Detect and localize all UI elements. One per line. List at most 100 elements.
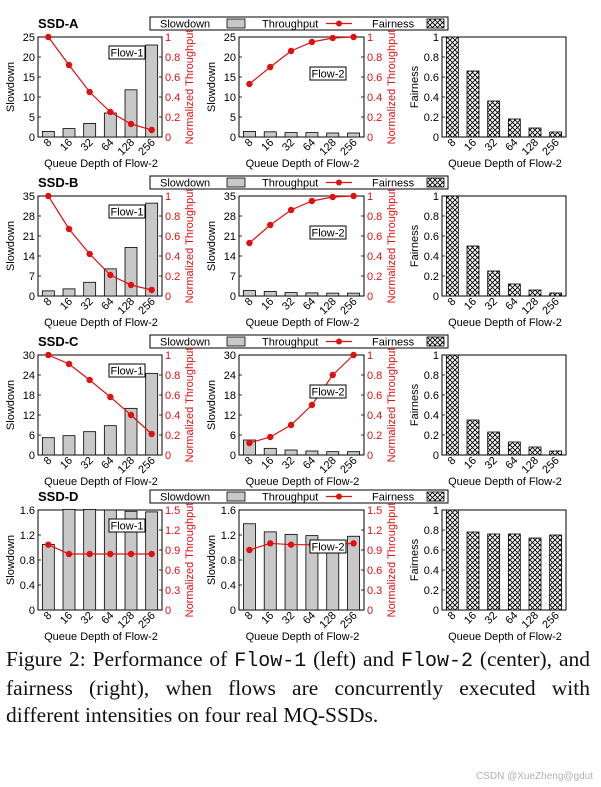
throughput-point — [287, 541, 295, 548]
y-tick-label: 0.4 — [424, 565, 439, 577]
flow-label-box — [309, 384, 347, 399]
x-tick-label: 8 — [446, 137, 459, 150]
legend-fairness-label: Fairness — [372, 337, 415, 349]
y-tick-label: 1 — [433, 191, 439, 203]
y2-tick-label: 0 — [165, 450, 171, 462]
y-tick-label: 0.8 — [20, 555, 35, 567]
slowdown-bar — [62, 508, 76, 611]
y2-tick-label: 1 — [165, 350, 171, 362]
x-tick-label: 8 — [446, 610, 459, 623]
y2-axis-label: Normalized Throughput — [386, 503, 398, 618]
slowdown-bar — [124, 247, 138, 297]
caption-flow1: Flow-1 — [234, 650, 307, 673]
panel-flow1: 0 0.4 0.8 1.2 1.6 Slowdown 8 16 32 64 128 256Queue … — [5, 503, 196, 643]
y-tick-label: 18 — [23, 390, 35, 402]
legend-throughput-marker — [336, 179, 342, 186]
y-tick-label: 24 — [224, 370, 236, 382]
x-tick-label: 8 — [243, 137, 256, 150]
slowdown-bar — [263, 531, 277, 611]
throughput-point — [148, 550, 155, 558]
legend-box — [149, 175, 449, 190]
throughput-point — [65, 360, 73, 368]
x-tick-label: 16 — [58, 610, 75, 627]
y-tick-label: 1.6 — [20, 505, 35, 517]
x-tick-label: 64 — [503, 610, 520, 627]
y-axis-label: Slowdown — [206, 221, 218, 271]
y-tick-label: 10 — [23, 92, 35, 104]
x-axis-label: Queue Depth of Flow-2 — [448, 158, 562, 170]
y2-tick-label: 1.2 — [367, 525, 382, 537]
slowdown-bar — [103, 112, 117, 138]
legend-fairness-label: Fairness — [372, 178, 415, 190]
y2-axis-label: Normalized Throughput — [184, 503, 196, 618]
fairness-bar — [549, 131, 563, 138]
slowdown-bar — [263, 131, 277, 138]
fairness-bar — [466, 531, 480, 611]
y-axis-label: Slowdown — [206, 62, 218, 112]
y2-tick-label: 0.2 — [367, 430, 382, 442]
caption-prefix: Figure 2: Performance of — [6, 647, 235, 671]
caption-flow2: Flow-2 — [400, 650, 473, 673]
y2-axis-label: Normalized Throughput — [184, 189, 196, 304]
throughput-point — [65, 61, 73, 69]
slowdown-bar — [41, 543, 55, 611]
legend-box — [149, 16, 449, 31]
slowdown-bar — [242, 130, 256, 138]
y-tick-label: 35 — [23, 191, 35, 203]
y-tick-label: 12 — [224, 410, 236, 422]
x-tick-label: 256 — [540, 296, 561, 317]
y2-tick-label: 0.3 — [165, 585, 180, 597]
y2-tick-label: 0.2 — [165, 271, 180, 283]
x-axis-label: Queue Depth of Flow-2 — [44, 631, 158, 643]
throughput-point — [65, 550, 73, 558]
legend-slowdown-swatch — [226, 491, 246, 502]
throughput-point — [329, 193, 336, 201]
y-tick-label: 0 — [433, 291, 439, 303]
flow-label-box — [108, 204, 146, 219]
x-tick-label: 8 — [446, 296, 459, 309]
x-tick-label: 64 — [503, 455, 520, 472]
x-tick-label: 16 — [259, 296, 276, 313]
y2-tick-label: 0 — [367, 450, 373, 462]
y-tick-label: 30 — [224, 350, 236, 362]
slowdown-bar — [305, 292, 319, 297]
watermark: CSDN @XueZheng@gdut — [475, 771, 593, 782]
throughput-point — [107, 271, 114, 279]
y-tick-label: 0 — [433, 605, 439, 617]
legend-fairness-swatch — [426, 491, 445, 502]
x-tick-label: 256 — [338, 455, 359, 476]
y2-tick-label: 0 — [367, 291, 373, 303]
y2-tick-label: 1 — [367, 32, 373, 44]
y-tick-label: 14 — [23, 251, 35, 263]
panel-fairness: 0 0.2 0.4 0.6 0.8 1 Fairness 8 16 32 64 128 256Queue… — [409, 191, 567, 329]
x-tick-label: 8 — [446, 455, 459, 468]
legend-fairness-label: Fairness — [372, 492, 415, 504]
fairness-bar — [549, 292, 563, 297]
slowdown-bar — [263, 291, 277, 297]
throughput-point — [86, 376, 93, 384]
x-tick-label: 16 — [259, 610, 276, 627]
y2-tick-label: 0.8 — [367, 211, 382, 223]
y-tick-label: 15 — [23, 72, 35, 84]
x-tick-label: 16 — [259, 455, 276, 472]
y2-tick-label: 0.6 — [165, 72, 180, 84]
y-tick-label: 0.8 — [424, 52, 439, 64]
y-tick-label: 0.6 — [424, 545, 439, 557]
x-tick-label: 32 — [280, 610, 297, 627]
y2-tick-label: 0.4 — [367, 410, 382, 422]
fairness-bar — [466, 70, 480, 138]
y-tick-label: 1.6 — [221, 505, 236, 517]
x-axis-label: Queue Depth of Flow-2 — [448, 476, 562, 488]
y2-tick-label: 0.6 — [367, 72, 382, 84]
x-tick-label: 32 — [483, 137, 500, 154]
x-tick-label: 16 — [58, 296, 75, 313]
y-axis-label: Slowdown — [5, 221, 17, 271]
y-tick-label: 25 — [224, 32, 236, 44]
flow-label: Flow-2 — [311, 542, 344, 554]
y-tick-label: 0.4 — [424, 251, 439, 263]
throughput-point — [246, 546, 253, 554]
fairness-bar — [549, 450, 563, 456]
x-tick-label: 128 — [520, 455, 541, 476]
x-tick-label: 128 — [520, 296, 541, 317]
y-tick-label: 10 — [224, 92, 236, 104]
